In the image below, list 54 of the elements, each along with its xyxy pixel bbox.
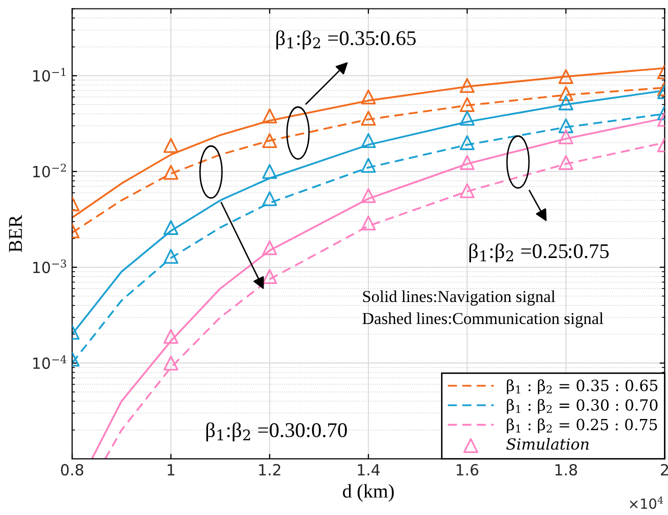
point [558, 69, 574, 84]
point [460, 183, 475, 198]
x-tick-label: 1.4 [358, 464, 380, 476]
point [163, 356, 178, 370]
x-tick-label: 1.8 [555, 464, 578, 476]
legend-label: β$_{1}$ : β$_{2}$ = 0.30 : 0.70 [506, 398, 658, 414]
point [360, 90, 376, 104]
point [360, 110, 376, 126]
point [460, 155, 475, 170]
annotation: β$_{1}$:β$_{2}$ =0.30:0.70 [206, 422, 347, 442]
point [360, 188, 376, 204]
point [558, 86, 574, 102]
annotation: Solid lines:Navigation signal [363, 290, 556, 306]
y-tick-label: 10$^{−1}$ [33, 68, 66, 82]
legend-label: β$_{1}$ : β$_{2}$ = 0.35 : 0.65 [506, 379, 658, 394]
x-tick-label: 0.8 [61, 464, 84, 476]
point [262, 191, 278, 206]
point [163, 328, 178, 344]
point [360, 158, 376, 173]
x-tick-label: 1 [168, 464, 174, 476]
x-tick-label: 1.2 [259, 464, 280, 476]
point [558, 129, 574, 144]
point [460, 110, 475, 126]
point [163, 164, 178, 180]
x-tick-label: 2 [660, 464, 668, 476]
point [360, 216, 376, 230]
x-axis-title: d (km) [342, 484, 394, 502]
point [460, 135, 475, 150]
y-tick-label: 10$^{−3}$ [33, 259, 66, 274]
legend-label: Simulation [506, 438, 589, 450]
line-series [72, 67, 665, 219]
point [163, 248, 178, 264]
x-tick-label: 1.6 [456, 464, 478, 476]
point [163, 138, 178, 153]
point [558, 155, 574, 170]
annotation: β$_{1}$:β$_{2}$ =0.25:0.75 [469, 243, 609, 262]
point [460, 97, 475, 112]
point [262, 108, 278, 124]
point [262, 269, 278, 284]
point [360, 133, 376, 148]
point [558, 95, 574, 110]
point [262, 240, 278, 256]
point [460, 78, 475, 93]
annotation: Dashed lines:Communication signal [362, 312, 604, 328]
point [558, 118, 574, 134]
point [262, 133, 278, 148]
legend-label: β$_{1}$ : β$_{2}$ = 0.25 : 0.75 [506, 418, 657, 434]
y-tick-label: 10$^{−2}$ [33, 164, 66, 178]
text: ×10$^{4}$ [630, 496, 664, 509]
point [163, 220, 178, 235]
point [262, 164, 278, 179]
y-tick-label: 10$^{−4}$ [33, 355, 66, 369]
annotation: β$_{1}$:β$_{2}$ =0.35:0.65 [276, 30, 416, 50]
y-axis-title: BER [9, 214, 22, 252]
